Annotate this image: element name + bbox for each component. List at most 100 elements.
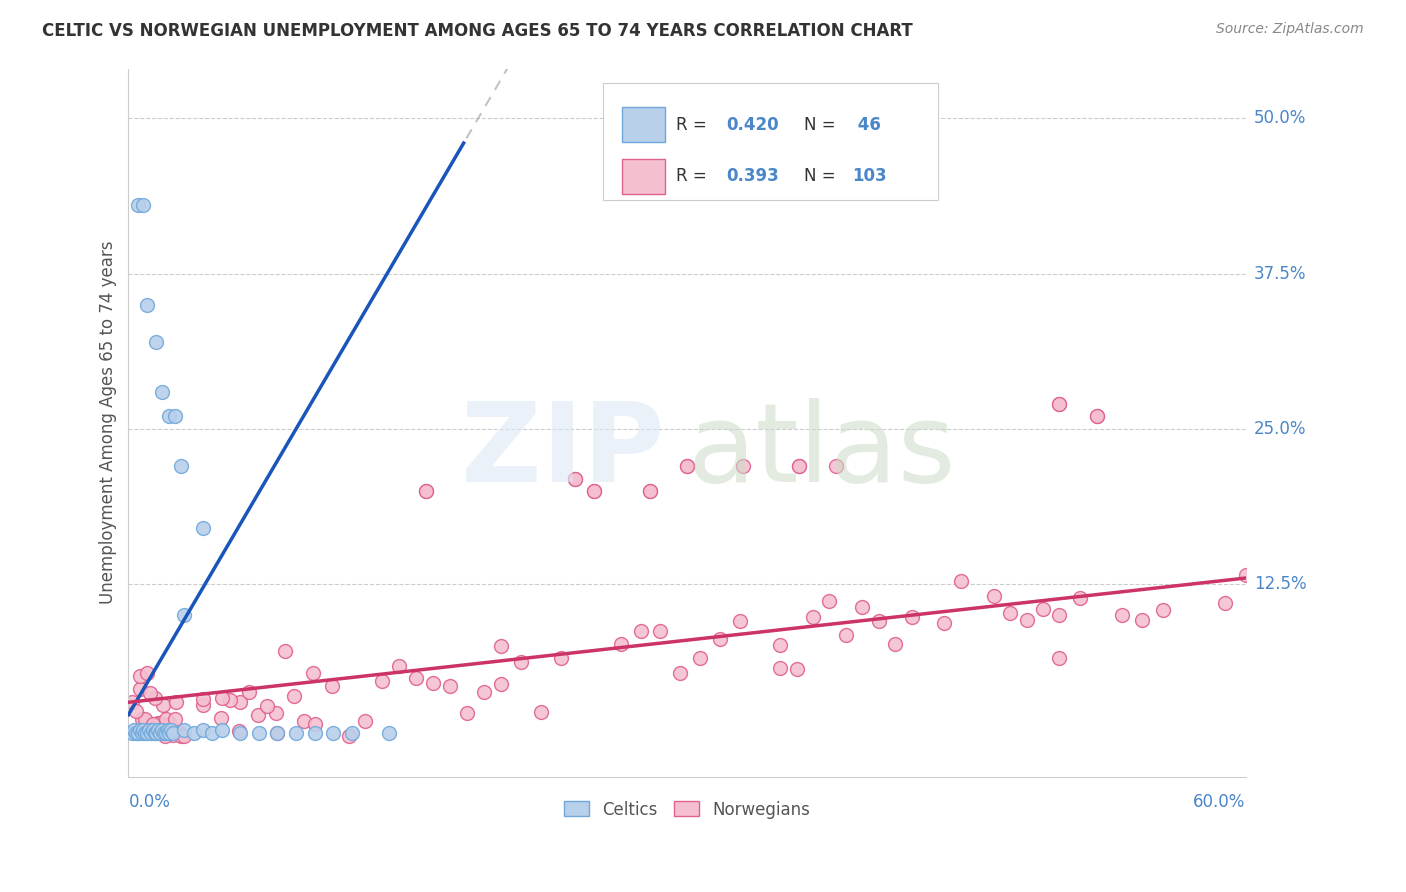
Point xyxy=(825,459,848,474)
Point xyxy=(1049,607,1071,622)
Point xyxy=(159,726,181,740)
Point xyxy=(131,726,153,740)
Text: atlas: atlas xyxy=(688,398,956,505)
Point xyxy=(155,726,177,740)
Point xyxy=(121,695,143,709)
Point xyxy=(173,608,195,623)
Text: Source: ZipAtlas.com: Source: ZipAtlas.com xyxy=(1216,22,1364,37)
Point xyxy=(1213,597,1236,611)
Point xyxy=(155,712,177,726)
Point xyxy=(173,729,195,743)
Point xyxy=(354,714,377,728)
Point xyxy=(801,610,824,624)
Point xyxy=(1032,601,1054,615)
Point xyxy=(304,726,326,740)
Point xyxy=(127,198,149,212)
Point xyxy=(156,723,179,737)
Point xyxy=(146,715,169,730)
Point xyxy=(769,639,792,653)
Point xyxy=(228,723,250,738)
Point xyxy=(211,723,233,737)
Point xyxy=(787,459,810,474)
Point xyxy=(1085,409,1108,424)
Point xyxy=(266,726,288,740)
Point xyxy=(160,723,183,737)
Point xyxy=(900,610,922,624)
Point xyxy=(1069,591,1091,605)
Point xyxy=(550,650,572,665)
Point xyxy=(211,690,233,705)
Point xyxy=(415,483,437,498)
Point xyxy=(304,717,326,731)
Point xyxy=(851,599,873,614)
Point xyxy=(136,726,159,740)
Point xyxy=(650,624,672,639)
Point xyxy=(163,712,186,726)
Point xyxy=(145,334,167,349)
Point xyxy=(169,459,191,474)
Point xyxy=(337,729,360,743)
Point xyxy=(238,685,260,699)
Point xyxy=(150,723,173,737)
Point xyxy=(136,666,159,681)
Legend: Celtics, Norwegians: Celtics, Norwegians xyxy=(557,794,817,825)
Text: ZIP: ZIP xyxy=(461,398,665,505)
Point xyxy=(371,673,394,688)
Point xyxy=(152,698,174,712)
Point xyxy=(121,726,143,740)
Point xyxy=(292,714,315,728)
Point xyxy=(787,459,810,474)
Point xyxy=(340,726,363,740)
Point xyxy=(1049,397,1071,411)
Point xyxy=(128,682,150,697)
Text: 0.0%: 0.0% xyxy=(128,793,170,812)
Point xyxy=(219,693,242,707)
Point xyxy=(229,726,252,740)
Point xyxy=(530,705,553,719)
Point xyxy=(149,715,172,730)
Point xyxy=(256,699,278,714)
Y-axis label: Unemployment Among Ages 65 to 74 years: Unemployment Among Ages 65 to 74 years xyxy=(100,241,117,605)
Point xyxy=(191,723,214,737)
Point xyxy=(274,644,297,658)
Point xyxy=(1049,397,1071,411)
Text: R =: R = xyxy=(676,116,711,134)
Point xyxy=(630,624,652,638)
Point xyxy=(128,668,150,682)
Point xyxy=(122,723,145,737)
Point xyxy=(378,726,401,740)
Point xyxy=(167,724,190,739)
Point xyxy=(150,384,173,399)
FancyBboxPatch shape xyxy=(623,107,665,143)
FancyBboxPatch shape xyxy=(623,159,665,194)
Point xyxy=(983,589,1005,603)
Point xyxy=(582,483,605,498)
Point xyxy=(786,662,808,676)
Point xyxy=(139,726,162,740)
Point xyxy=(134,726,156,740)
Point xyxy=(456,706,478,720)
Point xyxy=(132,723,155,737)
Point xyxy=(709,632,731,647)
Text: CELTIC VS NORWEGIAN UNEMPLOYMENT AMONG AGES 65 TO 74 YEARS CORRELATION CHART: CELTIC VS NORWEGIAN UNEMPLOYMENT AMONG A… xyxy=(42,22,912,40)
Point xyxy=(136,298,159,312)
Point xyxy=(153,726,176,740)
Point xyxy=(638,483,661,498)
Point xyxy=(191,521,214,535)
Point xyxy=(388,658,411,673)
Point xyxy=(1049,651,1071,665)
Text: N =: N = xyxy=(804,168,841,186)
Point xyxy=(183,726,205,740)
Point xyxy=(266,726,288,740)
Point xyxy=(169,729,191,743)
Point xyxy=(1111,607,1133,622)
Point xyxy=(162,728,184,742)
Point xyxy=(322,726,344,740)
Text: 0.420: 0.420 xyxy=(725,116,779,134)
Point xyxy=(638,483,661,498)
Point xyxy=(818,594,841,608)
Point xyxy=(609,637,631,651)
Text: 60.0%: 60.0% xyxy=(1194,793,1246,812)
Point xyxy=(868,614,890,628)
Point xyxy=(509,655,531,669)
